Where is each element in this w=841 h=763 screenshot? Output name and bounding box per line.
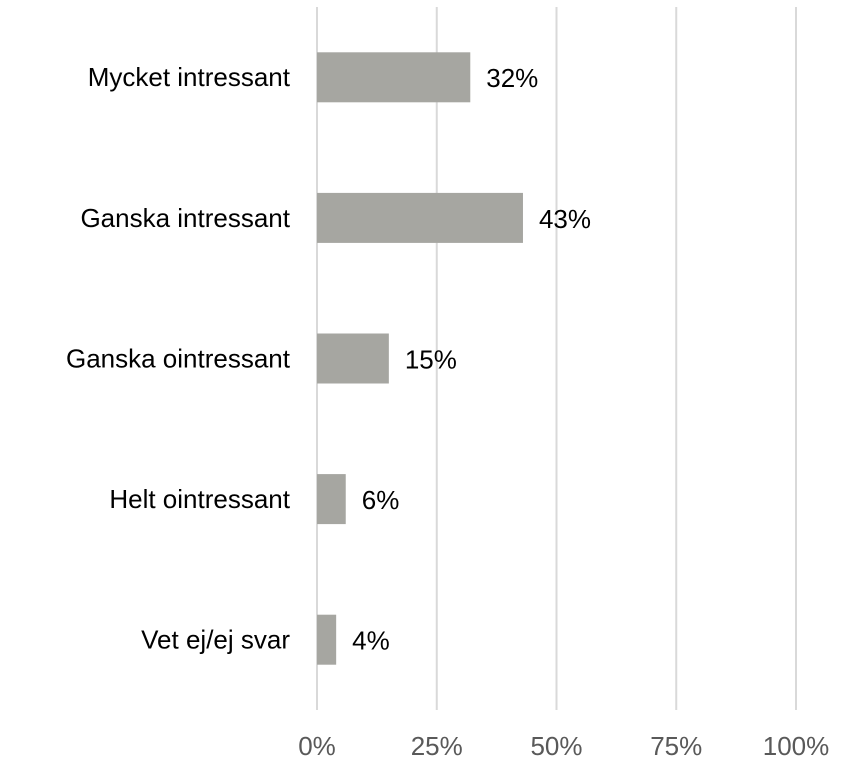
y-tick-label: Vet ej/ej svar xyxy=(141,625,290,655)
bar xyxy=(317,474,346,525)
y-tick-label: Helt ointressant xyxy=(109,484,290,514)
bar xyxy=(317,52,471,103)
y-tick-label: Mycket intressant xyxy=(88,62,291,92)
data-label: 32% xyxy=(486,63,538,93)
x-tick-label: 0% xyxy=(298,731,336,761)
data-label: 6% xyxy=(362,485,400,515)
x-tick-label: 75% xyxy=(650,731,702,761)
data-label: 43% xyxy=(539,204,591,234)
x-tick-label: 50% xyxy=(530,731,582,761)
data-label: 4% xyxy=(352,626,390,656)
x-tick-label: 25% xyxy=(411,731,463,761)
data-label: 15% xyxy=(405,344,457,374)
y-tick-label: Ganska ointressant xyxy=(66,343,291,373)
bar xyxy=(317,333,389,384)
x-tick-label: 100% xyxy=(763,731,830,761)
y-tick-label: Ganska intressant xyxy=(80,203,290,233)
bar xyxy=(317,614,337,665)
bar xyxy=(317,192,523,243)
